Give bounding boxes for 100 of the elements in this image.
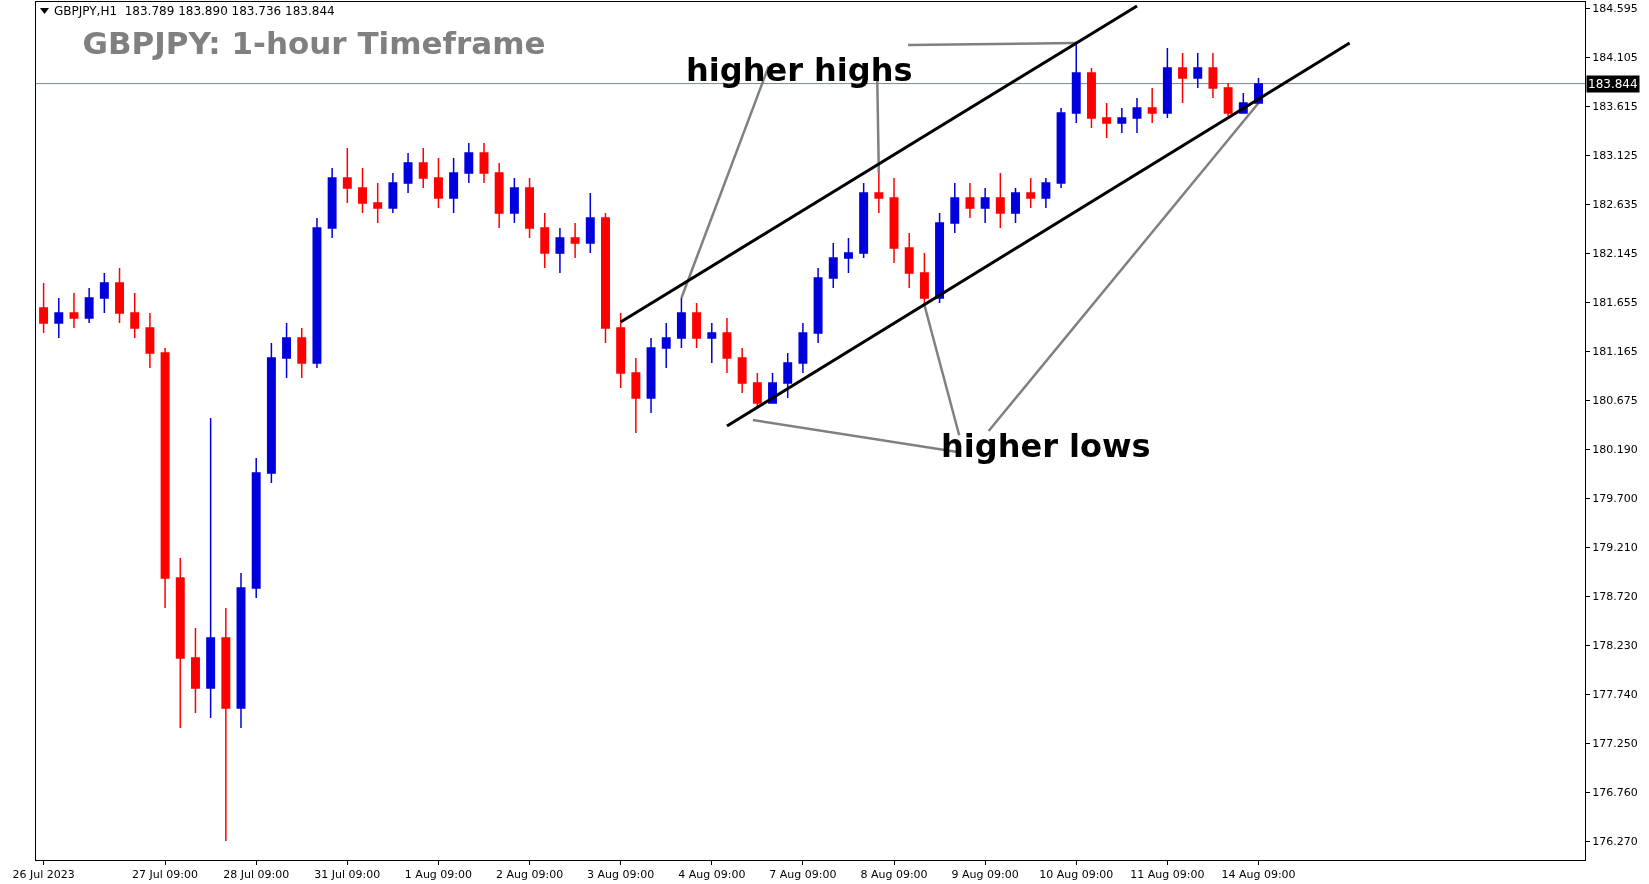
candlestick <box>707 322 717 364</box>
text: GBPJPY: 1-hour Timeframe <box>82 24 546 61</box>
candlestick <box>722 317 732 374</box>
y-tick-label: 183.615 <box>1592 100 1638 114</box>
candlestick <box>1071 42 1081 124</box>
candlestick <box>783 352 793 399</box>
candlestick <box>889 177 899 264</box>
candlestick <box>692 302 702 349</box>
y-tick-label: 176.270 <box>1592 834 1638 848</box>
candlestick <box>145 312 155 369</box>
candlestick <box>1147 87 1157 124</box>
candlestick <box>358 167 367 214</box>
candlestick <box>525 177 535 239</box>
y-tick-label: 182.635 <box>1592 198 1638 212</box>
candlestick <box>388 172 398 214</box>
candlestick <box>115 267 124 324</box>
candlestick <box>585 192 595 254</box>
x-tick-label: 8 Aug 09:00 <box>860 868 928 882</box>
x-tick-label: 11 Aug 09:00 <box>1130 868 1205 882</box>
candlestick <box>84 287 94 324</box>
candlestick <box>266 342 276 484</box>
y-tick-label: 177.250 <box>1592 736 1638 750</box>
y-tick-label: 179.700 <box>1592 491 1638 505</box>
y-tick-label: 177.740 <box>1592 687 1638 701</box>
candlestick <box>1223 82 1233 117</box>
x-tick-label: 9 Aug 09:00 <box>951 868 1019 882</box>
candlestick <box>555 227 565 274</box>
candlestick <box>221 607 231 842</box>
candlestick <box>661 322 671 369</box>
candlestick <box>479 142 489 184</box>
x-tick-label: 10 Aug 09:00 <box>1039 868 1114 882</box>
y-tick-label: 179.210 <box>1592 540 1638 554</box>
candlestick <box>312 217 322 369</box>
chart-subtitle: GBPJPY,H1 183.789 183.890 183.736 183.844 <box>54 4 335 18</box>
candlestick <box>206 417 216 719</box>
candlestick <box>418 147 428 189</box>
candlestick <box>1132 97 1142 134</box>
candlestick <box>1026 177 1036 209</box>
candlestick <box>616 312 626 389</box>
candlestick <box>342 147 352 204</box>
x-tick-label: 28 Jul 09:00 <box>223 868 290 882</box>
candlestick <box>297 327 307 379</box>
candlestick <box>1193 52 1203 89</box>
candlestick <box>813 267 823 344</box>
candlestick <box>995 172 1005 229</box>
candlestick <box>130 292 140 339</box>
candlestick <box>935 212 945 304</box>
x-tick-label: 1 Aug 09:00 <box>404 868 473 882</box>
candlestick <box>601 212 610 344</box>
candlestick <box>282 322 292 379</box>
x-tick-label: 26 Jul 2023 <box>12 868 75 882</box>
x-tick-label: 4 Aug 09:00 <box>678 868 746 882</box>
candlestick <box>373 182 383 224</box>
x-tick-label: 31 Jul 09:00 <box>314 868 381 882</box>
y-tick-label: 178.230 <box>1592 638 1638 652</box>
candlestick <box>1117 107 1127 134</box>
candlestick <box>798 322 808 374</box>
y-tick-label: 180.675 <box>1592 394 1638 408</box>
candlestick <box>449 157 459 214</box>
candlestick <box>69 292 79 329</box>
candlestick <box>1178 52 1188 104</box>
candlestick <box>904 232 914 289</box>
candlestick <box>1102 102 1112 139</box>
y-tick-label: 176.760 <box>1592 785 1638 799</box>
candlestick <box>99 272 109 314</box>
candlestick <box>965 182 975 219</box>
candlestick <box>494 162 504 229</box>
candlestick <box>1041 177 1051 209</box>
candlestick <box>859 182 869 259</box>
candlestick <box>919 252 929 306</box>
candlestick <box>1056 107 1066 189</box>
candlestick <box>327 167 337 239</box>
candlestick <box>160 347 170 609</box>
candlestick <box>1162 47 1172 119</box>
candlestick <box>737 347 747 394</box>
candlestick <box>433 157 443 209</box>
candlestick <box>828 242 838 289</box>
y-tick-label: 183.125 <box>1592 149 1638 163</box>
x-tick-label: 3 Aug 09:00 <box>587 868 655 882</box>
annotation: higher lows <box>941 427 1151 465</box>
candlestick <box>175 557 185 729</box>
x-tick-label: 14 Aug 09:00 <box>1221 868 1296 882</box>
candlestick <box>950 182 960 234</box>
candlestick <box>1086 67 1096 129</box>
x-tick-label: 27 Jul 09:00 <box>132 868 199 882</box>
y-tick-label: 181.165 <box>1592 345 1638 359</box>
candlestick <box>844 237 853 274</box>
y-tick-label: 182.145 <box>1592 247 1638 261</box>
candlestick <box>39 282 49 334</box>
candlestick <box>570 222 580 259</box>
candlestick <box>54 297 64 339</box>
candlestick <box>251 457 261 599</box>
x-tick-label: 2 Aug 09:00 <box>495 868 564 882</box>
candlestick <box>980 187 990 224</box>
y-tick-label: 181.655 <box>1592 296 1638 310</box>
x-tick-label: 7 Aug 09:00 <box>769 868 837 882</box>
candlestick <box>509 177 519 224</box>
candlestick <box>236 572 246 729</box>
y-tick-label: 184.105 <box>1592 51 1638 65</box>
candlestick <box>403 152 413 194</box>
